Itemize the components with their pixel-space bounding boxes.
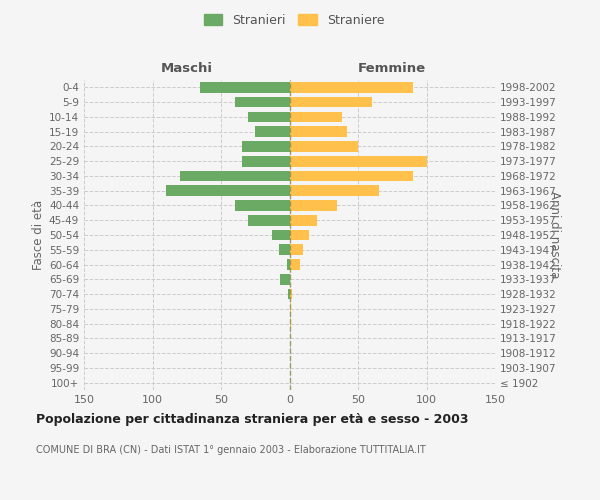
Bar — [272, 230, 290, 240]
Bar — [290, 170, 413, 181]
Bar — [242, 156, 290, 166]
Bar — [248, 112, 290, 122]
Bar — [290, 97, 372, 108]
Text: Popolazione per cittadinanza straniera per età e sesso - 2003: Popolazione per cittadinanza straniera p… — [36, 412, 469, 426]
Bar — [235, 200, 290, 211]
Bar — [280, 274, 290, 284]
Bar — [290, 304, 291, 314]
Y-axis label: Anni di nascita: Anni di nascita — [548, 192, 561, 278]
Text: COMUNE DI BRA (CN) - Dati ISTAT 1° gennaio 2003 - Elaborazione TUTTITALIA.IT: COMUNE DI BRA (CN) - Dati ISTAT 1° genna… — [36, 445, 426, 455]
Bar — [180, 170, 290, 181]
Bar — [290, 318, 291, 329]
Text: Maschi: Maschi — [161, 62, 213, 75]
Y-axis label: Fasce di età: Fasce di età — [32, 200, 45, 270]
Bar — [290, 288, 292, 300]
Bar — [290, 126, 347, 137]
Bar — [290, 186, 379, 196]
Bar — [290, 230, 308, 240]
Bar — [200, 82, 290, 92]
Bar — [290, 141, 358, 152]
Bar — [255, 126, 290, 137]
Bar — [242, 141, 290, 152]
Bar — [248, 215, 290, 226]
Bar — [290, 82, 413, 92]
Bar — [290, 112, 341, 122]
Bar — [290, 259, 301, 270]
Bar — [288, 288, 290, 300]
Bar — [166, 186, 290, 196]
Bar — [287, 259, 290, 270]
Legend: Stranieri, Straniere: Stranieri, Straniere — [199, 8, 389, 32]
Text: Femmine: Femmine — [358, 62, 427, 75]
Bar — [235, 97, 290, 108]
Bar — [290, 244, 303, 255]
Bar — [290, 215, 317, 226]
Bar — [290, 200, 337, 211]
Bar — [278, 244, 290, 255]
Bar — [290, 156, 427, 166]
